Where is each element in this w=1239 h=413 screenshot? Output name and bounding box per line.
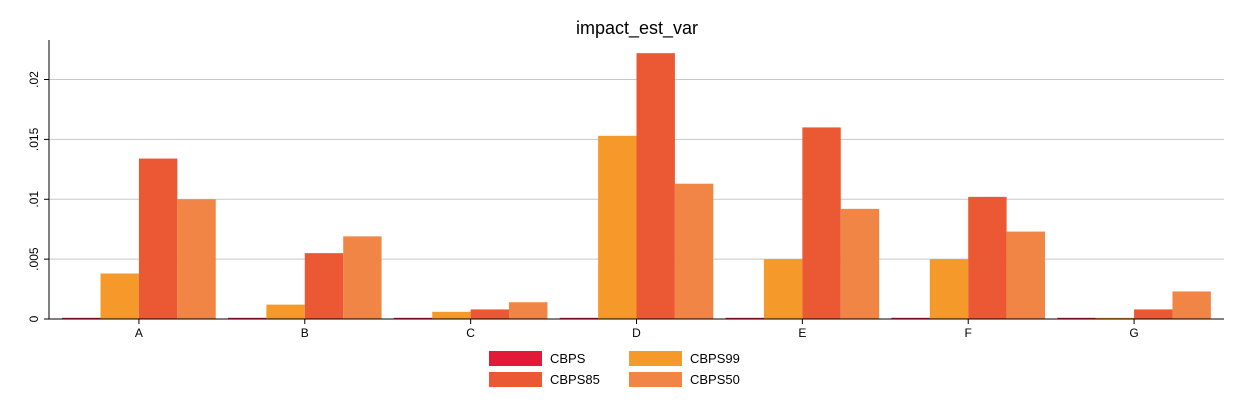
- bar-cbps50-e: [840, 208, 880, 319]
- bar-cbps-g: [1057, 317, 1096, 319]
- bar-cbps85-a: [138, 158, 178, 319]
- bar-cbps85-d: [636, 53, 675, 320]
- bar-cbps99-c: [432, 311, 471, 319]
- y-tick-label: .02: [27, 71, 41, 88]
- y-axis-ticks: 0 .005 .01 .015 .02: [27, 71, 49, 322]
- legend-label-cbps85: CBPS85: [550, 372, 600, 387]
- bar-cbps85-f: [968, 196, 1007, 319]
- legend-swatch-cbps85: [489, 372, 542, 387]
- y-tick-label: 0: [27, 315, 41, 322]
- bar-cbps-b: [227, 317, 267, 319]
- legend-label-cbps99: CBPS99: [690, 351, 740, 366]
- legend-swatch-cbps99: [629, 351, 682, 366]
- bar-cbps50-f: [1006, 231, 1046, 319]
- bar-cbps85-g: [1134, 309, 1173, 319]
- legend: CBPS CBPS99 CBPS85 CBPS50: [489, 351, 740, 387]
- bar-cbps-c: [393, 317, 433, 319]
- bar-cbps99-d: [598, 135, 637, 319]
- legend-swatch-cbps50: [629, 372, 682, 387]
- x-tick-label: A: [135, 326, 143, 340]
- bar-cbps50-c: [509, 302, 548, 319]
- bar-cbps85-c: [470, 309, 510, 319]
- bar-cbps50-d: [674, 183, 714, 319]
- x-tick-label: D: [632, 326, 641, 340]
- bar-cbps99-a: [100, 273, 139, 319]
- x-tick-label: G: [1129, 326, 1138, 340]
- legend-label-cbps: CBPS: [550, 351, 586, 366]
- bar-cbps85-b: [304, 253, 344, 319]
- x-tick-label: E: [798, 326, 806, 340]
- chart-title: impact_est_var: [576, 18, 698, 39]
- x-tick-label: B: [301, 326, 309, 340]
- x-tick-label: C: [466, 326, 475, 340]
- bar-cbps-a: [62, 317, 101, 319]
- bar-cbps-d: [559, 317, 599, 319]
- bars: [62, 53, 1211, 320]
- y-tick-label: .01: [27, 191, 41, 208]
- bar-cbps50-b: [343, 236, 382, 319]
- bar-cbps50-g: [1172, 291, 1211, 319]
- legend-swatch-cbps: [489, 351, 542, 366]
- bar-cbps85-e: [802, 127, 841, 319]
- bar-cbps-f: [891, 317, 930, 319]
- y-tick-label: .005: [27, 247, 41, 271]
- bar-cbps99-g: [1095, 317, 1135, 319]
- bar-cbps50-a: [177, 199, 216, 319]
- x-tick-label: F: [965, 326, 972, 340]
- bar-cbps-e: [725, 317, 764, 319]
- y-tick-label: .015: [27, 127, 41, 151]
- bar-cbps99-f: [929, 259, 969, 319]
- legend-label-cbps50: CBPS50: [690, 372, 740, 387]
- bar-cbps99-b: [266, 304, 305, 319]
- x-axis-ticks: A B C D E F G: [135, 319, 1139, 340]
- bar-cbps99-e: [763, 259, 803, 319]
